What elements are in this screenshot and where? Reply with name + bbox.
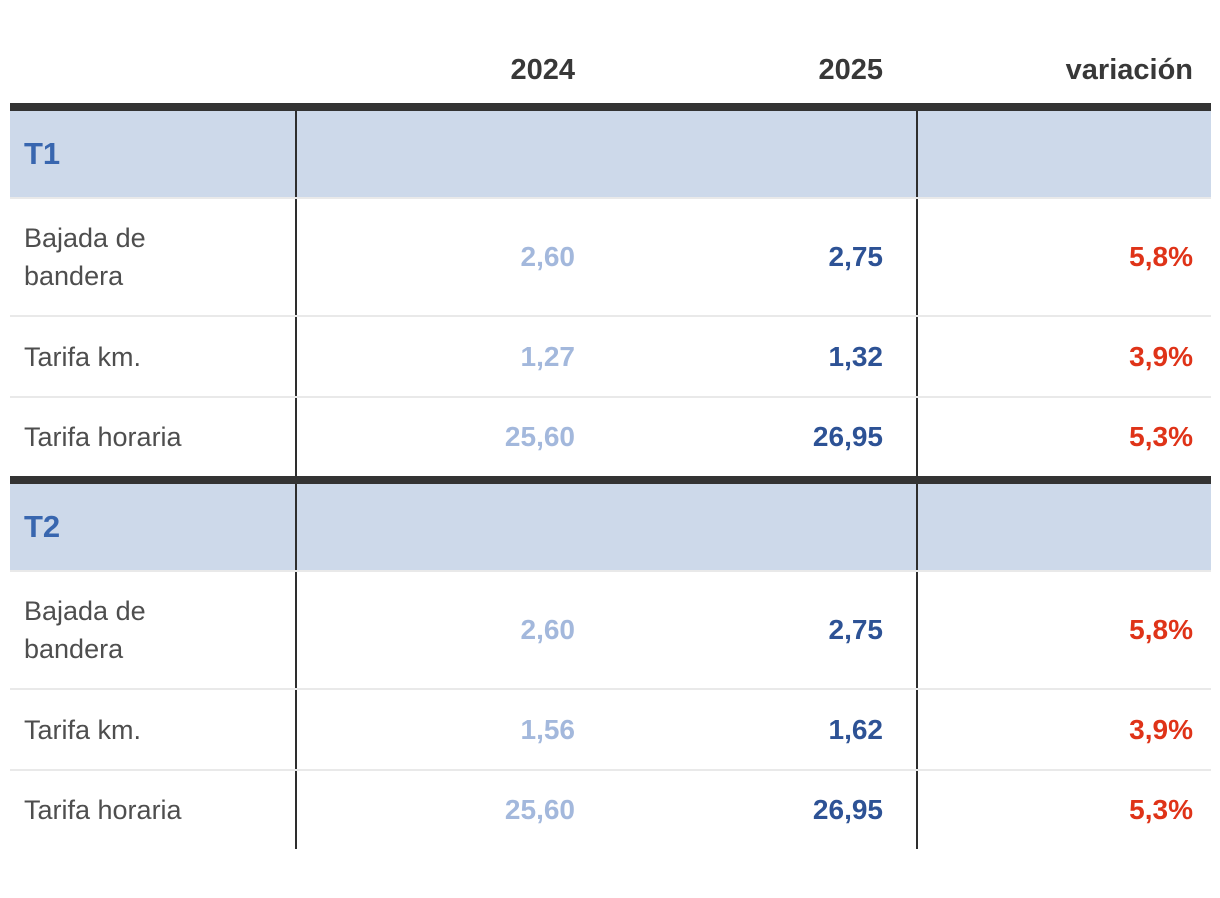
table-row-t2-tarifa-km: Tarifa km. 1,56 1,62 3,9% xyxy=(10,688,1211,769)
value-2025: 1,62 xyxy=(828,713,884,745)
value-2024: 1,56 xyxy=(520,713,576,745)
row-label: Tarifa km. xyxy=(24,714,142,745)
value-2024: 1,27 xyxy=(520,340,576,372)
value-variation: 5,8% xyxy=(1129,241,1193,272)
value-variation: 5,3% xyxy=(1129,794,1193,825)
value-variation: 3,9% xyxy=(1129,340,1193,372)
table-row-t1-bajada: Bajada de bandera 2,60 2,75 5,8% xyxy=(10,197,1211,315)
value-variation: 3,9% xyxy=(1129,713,1193,745)
row-label: Bajada de bandera xyxy=(24,596,146,664)
value-2025: 26,95 xyxy=(812,421,883,452)
section-label-t2: T2 xyxy=(24,509,61,544)
value-2024: 2,60 xyxy=(520,614,576,645)
table-row-t1-tarifa-km: Tarifa km. 1,27 1,32 3,9% xyxy=(10,315,1211,396)
section-cell-empty xyxy=(595,484,916,570)
value-variation: 5,3% xyxy=(1129,421,1193,452)
section-cell-empty xyxy=(916,111,1211,197)
value-2025: 2,75 xyxy=(828,614,884,645)
header-empty xyxy=(10,0,295,103)
section-label-t1: T1 xyxy=(24,136,61,171)
section-cell-empty xyxy=(295,484,595,570)
section-cell-empty xyxy=(295,111,595,197)
header-2024: 2024 xyxy=(510,54,575,86)
header-2025: 2025 xyxy=(818,54,883,86)
row-label: Tarifa horaria xyxy=(24,422,182,452)
section-header-t2: T2 xyxy=(10,484,1211,570)
section-cell-empty xyxy=(916,484,1211,570)
table-row-t2-tarifa-horaria: Tarifa horaria 25,60 26,95 5,3% xyxy=(10,769,1211,849)
table-header-row: 2024 2025 variación xyxy=(10,0,1211,103)
table-row-t1-tarifa-horaria: Tarifa horaria 25,60 26,95 5,3% xyxy=(10,396,1211,476)
section-divider-bar xyxy=(10,476,1211,484)
row-label: Tarifa km. xyxy=(24,341,142,372)
value-2025: 2,75 xyxy=(828,241,884,272)
tariff-table: 2024 2025 variación T1 Bajada de bandera… xyxy=(10,0,1211,849)
row-label: Tarifa horaria xyxy=(24,795,182,825)
value-2024: 25,60 xyxy=(504,421,575,452)
table-row-t2-bajada: Bajada de bandera 2,60 2,75 5,8% xyxy=(10,570,1211,688)
value-2025: 26,95 xyxy=(812,794,883,825)
section-header-t1: T1 xyxy=(10,111,1211,197)
value-variation: 5,8% xyxy=(1129,614,1193,645)
value-2024: 25,60 xyxy=(504,794,575,825)
section-cell-empty xyxy=(595,111,916,197)
row-label: Bajada de bandera xyxy=(24,223,146,291)
section-divider-bar xyxy=(10,103,1211,111)
value-2024: 2,60 xyxy=(520,241,576,272)
value-2025: 1,32 xyxy=(828,340,884,372)
header-variacion: variación xyxy=(1065,54,1193,86)
